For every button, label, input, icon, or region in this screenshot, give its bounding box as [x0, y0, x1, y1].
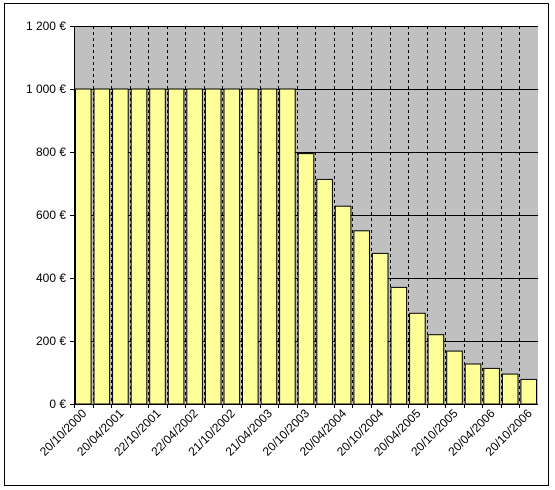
bar: [483, 367, 500, 405]
bar: [334, 205, 352, 405]
bar: [223, 88, 241, 405]
x-tick-labels: 20/10/200020/04/200122/10/200122/04/2002…: [37, 404, 535, 459]
bar: [409, 312, 426, 405]
bar: [316, 178, 333, 405]
bars: [75, 88, 538, 405]
bar: [130, 88, 148, 405]
y-tick-labels: 0 € 200 € 400 € 600 € 800 € 1 000 € 1 200 €: [26, 19, 74, 411]
y-tick-label: 600 €: [36, 208, 66, 222]
bar: [520, 378, 538, 405]
bar: [167, 88, 185, 405]
bar: [186, 88, 203, 405]
y-tick-label: 1 000 €: [26, 82, 66, 96]
bar: [390, 286, 408, 405]
bar: [260, 88, 278, 405]
bar: [353, 230, 370, 405]
bar: [242, 88, 259, 405]
bar: [93, 88, 111, 405]
bar: [204, 88, 222, 405]
bar: [279, 88, 296, 405]
bar: [371, 252, 389, 405]
y-tick-label: 1 200 €: [26, 19, 66, 33]
bar: [501, 373, 519, 405]
vertical-gridlines: [93, 26, 520, 404]
bar: [149, 88, 166, 405]
bar: [464, 363, 482, 405]
bar: [427, 334, 445, 405]
y-tick-label: 400 €: [36, 271, 66, 285]
bar: [297, 153, 315, 405]
y-tick-label: 800 €: [36, 145, 66, 159]
y-tick-label: 200 €: [36, 334, 66, 348]
bar: [112, 88, 129, 405]
y-tick-label: 0 €: [49, 397, 66, 411]
bar: [446, 350, 463, 405]
bar: [75, 88, 92, 405]
